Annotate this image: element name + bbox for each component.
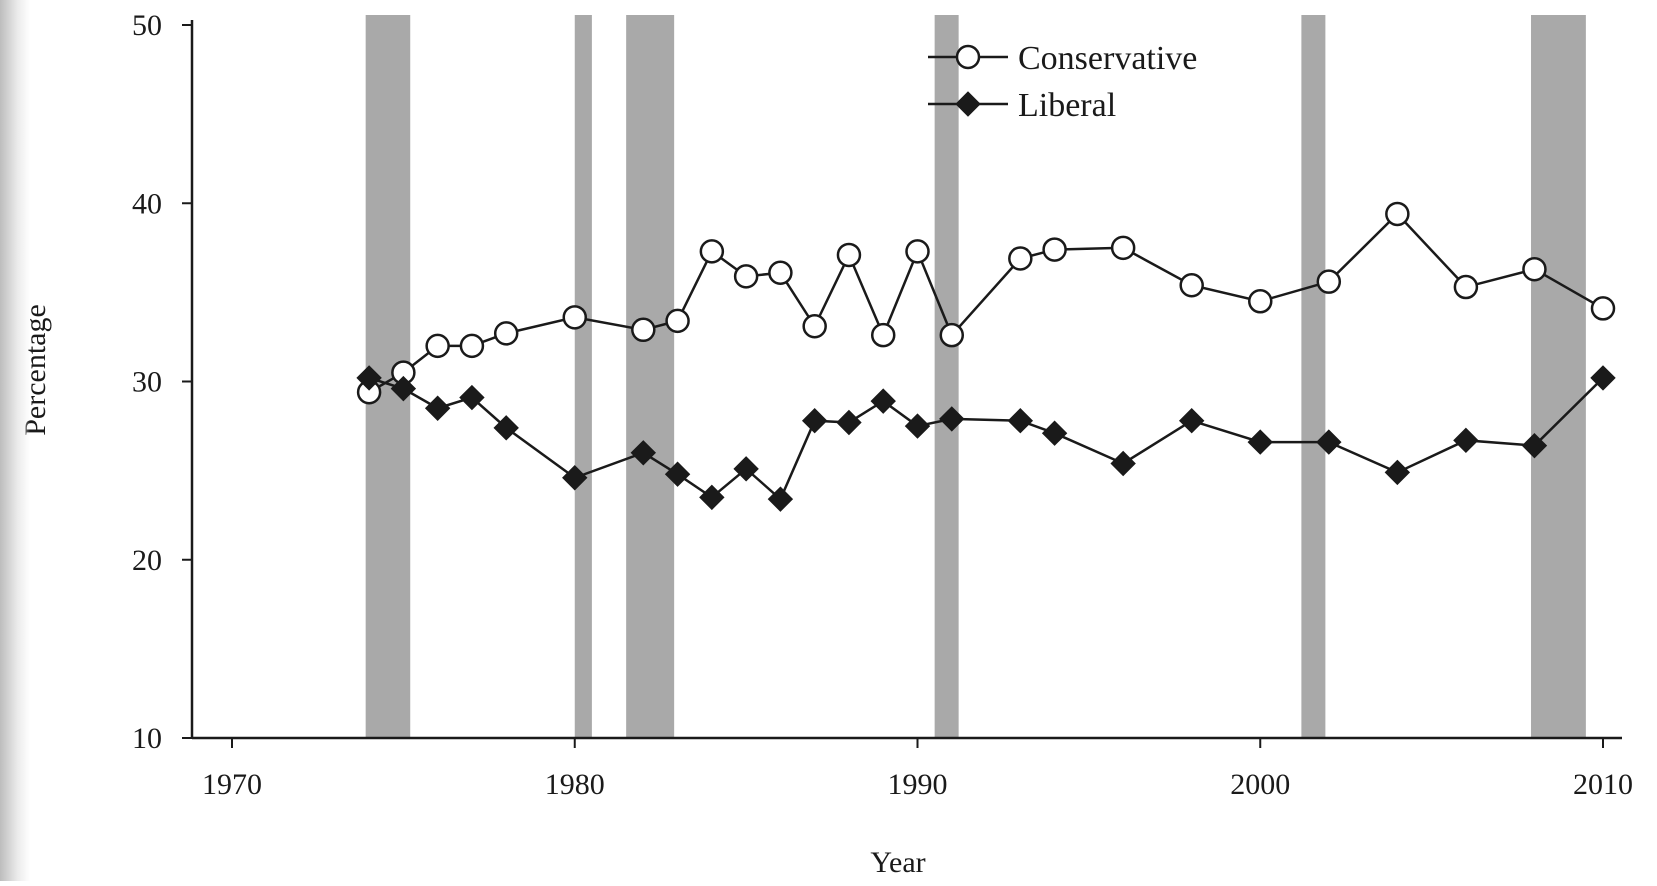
data-point-conservative	[768, 260, 793, 286]
legend: Conservative Liberal	[928, 40, 1197, 124]
data-point-conservative	[459, 333, 485, 359]
shaded-period-2	[574, 15, 592, 738]
data-point-liberal	[1384, 459, 1411, 486]
data-point-conservative	[1316, 269, 1342, 294]
series-line-conservative	[368, 212, 1604, 394]
x-tick-label: 2010	[1573, 768, 1633, 801]
data-point-liberal	[1590, 365, 1616, 391]
x-tick-label: 2000	[1230, 768, 1290, 801]
series-conservative	[356, 201, 1616, 405]
page-edge-shadow	[0, 0, 30, 881]
data-point-conservative	[631, 317, 656, 343]
y-tick-label: 10	[132, 722, 162, 755]
data-point-conservative	[905, 239, 930, 264]
y-tick-label: 40	[132, 187, 162, 220]
legend-label-liberal: Liberal	[1018, 87, 1116, 124]
shaded-periods	[365, 15, 1586, 738]
data-point-liberal	[1521, 432, 1548, 459]
y-tick-label: 50	[132, 9, 162, 42]
shaded-period-6	[1531, 15, 1586, 738]
data-point-conservative	[1179, 272, 1204, 298]
data-point-liberal	[630, 440, 657, 466]
series-liberal	[356, 365, 1616, 512]
y-tick-label: 20	[132, 544, 162, 577]
data-point-conservative	[870, 322, 896, 348]
legend-label-conservative: Conservative	[1018, 40, 1197, 77]
data-point-liberal	[493, 415, 519, 441]
data-point-liberal	[1041, 420, 1068, 446]
data-point-liberal	[390, 375, 417, 402]
x-axis-title: Year	[870, 846, 925, 879]
data-point-liberal	[699, 484, 725, 511]
data-point-liberal	[1247, 429, 1273, 455]
data-point-conservative	[1453, 274, 1479, 300]
data-point-conservative	[802, 313, 827, 339]
data-point-liberal	[733, 456, 759, 482]
legend-item-liberal: Liberal	[928, 87, 1116, 124]
data-point-conservative	[939, 322, 965, 348]
data-point-conservative	[425, 333, 450, 359]
data-point-liberal	[459, 384, 485, 411]
x-tick-label: 1990	[888, 768, 948, 801]
data-point-conservative	[1248, 289, 1273, 314]
data-point-liberal	[836, 409, 862, 436]
data-point-liberal	[664, 461, 691, 487]
axes: 10 20 30 40 50 1970 1980 1990 2000 2010	[132, 9, 1633, 801]
data-point-liberal	[356, 365, 382, 391]
data-point-conservative	[836, 242, 862, 268]
data-point-conservative	[1522, 256, 1547, 282]
data-point-liberal	[1110, 450, 1136, 477]
data-point-liberal	[424, 395, 451, 421]
legend-marker-liberal	[955, 91, 981, 117]
data-point-liberal	[1453, 427, 1479, 454]
data-point-liberal	[1316, 429, 1342, 455]
data-point-conservative	[493, 321, 519, 346]
data-point-liberal	[1007, 408, 1034, 434]
data-point-conservative	[699, 239, 725, 264]
y-tick-label: 30	[132, 366, 162, 399]
data-point-conservative	[1042, 237, 1067, 262]
data-point-liberal	[939, 406, 965, 432]
data-point-conservative	[1110, 235, 1136, 261]
shaded-period-5	[1301, 15, 1326, 738]
legend-item-conservative: Conservative	[928, 40, 1197, 77]
data-point-liberal	[870, 388, 896, 414]
series-layer	[356, 201, 1616, 512]
data-point-conservative	[1008, 246, 1033, 271]
x-tick-label: 1980	[545, 768, 605, 801]
x-tick-label: 1970	[202, 768, 262, 801]
series-line-liberal	[368, 376, 1604, 502]
data-point-liberal	[562, 465, 588, 491]
data-point-conservative	[1385, 201, 1410, 227]
data-point-liberal	[801, 408, 828, 434]
shaded-period-4	[934, 15, 959, 738]
legend-marker-conservative	[955, 44, 981, 70]
data-point-conservative	[562, 305, 587, 330]
data-point-liberal	[1178, 408, 1205, 434]
data-point-conservative	[665, 308, 690, 334]
data-point-liberal	[904, 413, 931, 439]
data-point-conservative	[1590, 296, 1616, 321]
shaded-period-3	[626, 15, 675, 738]
data-point-conservative	[733, 264, 759, 289]
data-point-liberal	[767, 486, 794, 512]
